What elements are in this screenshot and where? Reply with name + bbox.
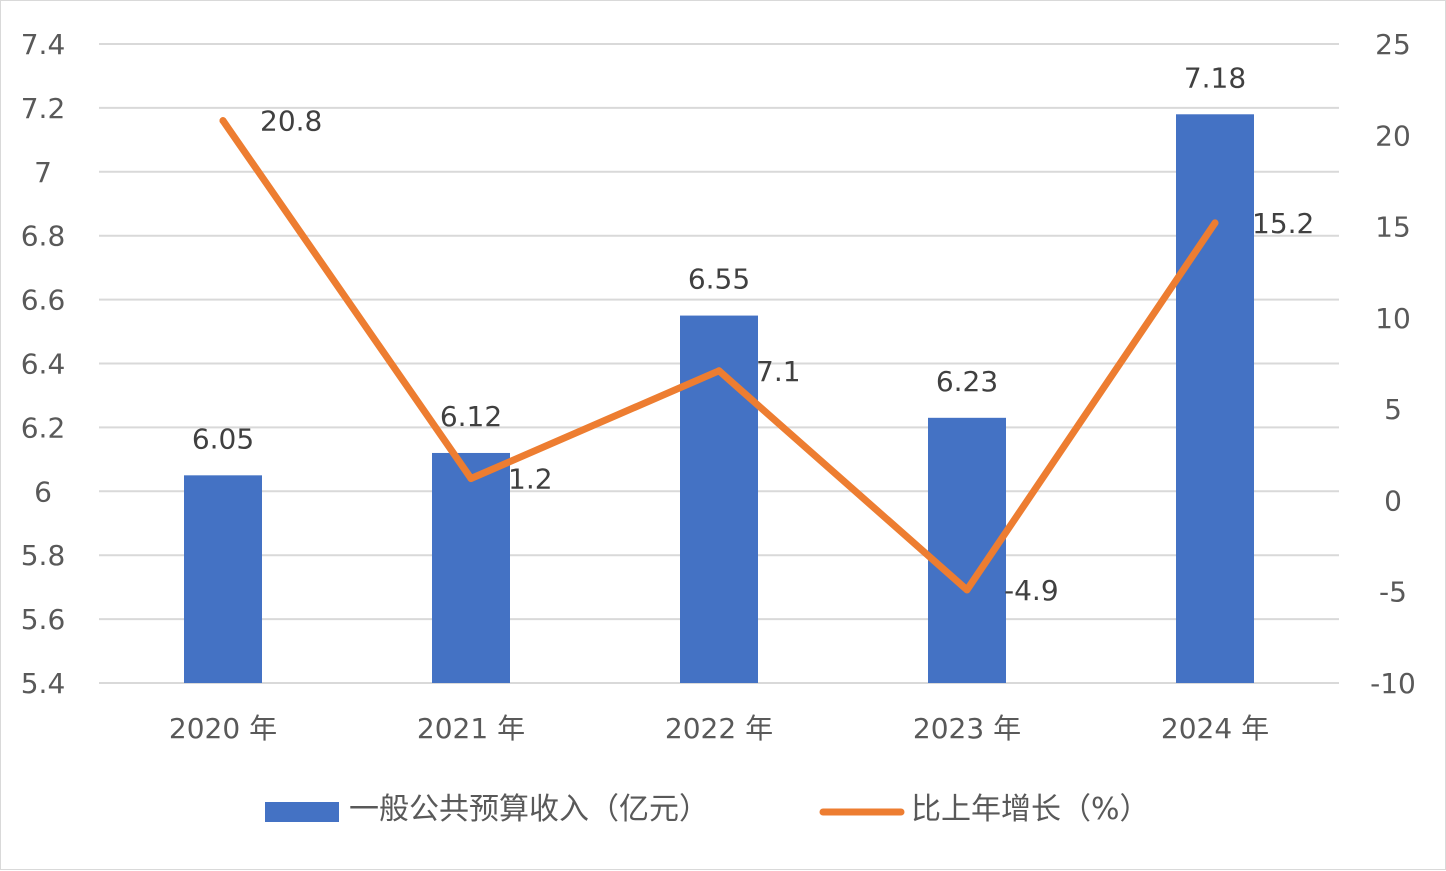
left-tick-label: 5.6	[21, 603, 66, 636]
line-data-label: 15.2	[1252, 207, 1314, 240]
bar	[432, 452, 510, 683]
right-y-axis: -10 -5 0 5 10 15 20 25	[1370, 28, 1416, 700]
left-tick-label: 6.2	[21, 411, 66, 444]
x-tick-label: 2021 年	[417, 712, 525, 745]
right-tick-label: -5	[1379, 576, 1407, 609]
bar	[680, 315, 758, 683]
bar-series	[184, 114, 1254, 684]
legend-swatch-bar	[265, 802, 339, 822]
left-tick-label: 6	[34, 475, 52, 508]
left-tick-label: 7.4	[21, 28, 66, 61]
data-labels: 6.05 6.12 6.55 6.23 7.18 20.8 1.2 7.1 -4.9 15.2	[192, 61, 1315, 607]
bar	[1176, 114, 1254, 684]
bar-data-label: 6.23	[936, 365, 998, 398]
x-axis: 2020 年 2021 年 2022 年 2023 年 2024 年	[169, 712, 1269, 745]
left-tick-label: 5.8	[21, 539, 66, 572]
left-tick-label: 6.8	[21, 220, 66, 253]
legend-label-line: 比上年增长（%）	[911, 792, 1150, 827]
bar-data-label: 6.05	[192, 422, 254, 455]
x-tick-label: 2024 年	[1161, 712, 1269, 745]
line-data-label: 1.2	[508, 463, 553, 496]
x-tick-label: 2023 年	[913, 712, 1021, 745]
line-point	[467, 475, 475, 483]
line-data-label: 20.8	[260, 105, 322, 138]
bar-data-label: 6.55	[688, 263, 750, 296]
line-point	[963, 586, 971, 594]
line-point	[715, 367, 723, 375]
left-tick-label: 6.4	[21, 348, 66, 381]
bar-data-label: 7.18	[1184, 61, 1246, 94]
right-tick-label: 0	[1384, 484, 1402, 517]
right-tick-label: 20	[1375, 119, 1411, 152]
left-tick-label: 5.4	[21, 667, 66, 700]
legend-label-bar: 一般公共预算收入（亿元）	[349, 792, 709, 827]
right-tick-label: -10	[1370, 667, 1416, 700]
line-point	[219, 117, 227, 125]
bar	[184, 475, 262, 683]
line-point	[1211, 219, 1219, 227]
right-tick-label: 5	[1384, 393, 1402, 426]
line-data-label: -4.9	[1004, 574, 1059, 607]
x-tick-label: 2022 年	[665, 712, 773, 745]
line-data-label: 7.1	[756, 355, 801, 388]
left-y-axis: 5.4 5.6 5.8 6 6.2 6.4 6.6 6.8 7 7.2 7.4	[21, 28, 66, 700]
x-tick-label: 2020 年	[169, 712, 277, 745]
bar-data-label: 6.12	[440, 400, 502, 433]
right-tick-label: 15	[1375, 211, 1411, 244]
left-tick-label: 7	[34, 156, 52, 189]
left-tick-label: 7.2	[21, 92, 66, 125]
line-series	[219, 117, 1219, 594]
legend: 一般公共预算收入（亿元） 比上年增长（%）	[265, 792, 1150, 827]
right-tick-label: 25	[1375, 28, 1411, 61]
right-tick-label: 10	[1375, 302, 1411, 335]
left-tick-label: 6.6	[21, 284, 66, 317]
